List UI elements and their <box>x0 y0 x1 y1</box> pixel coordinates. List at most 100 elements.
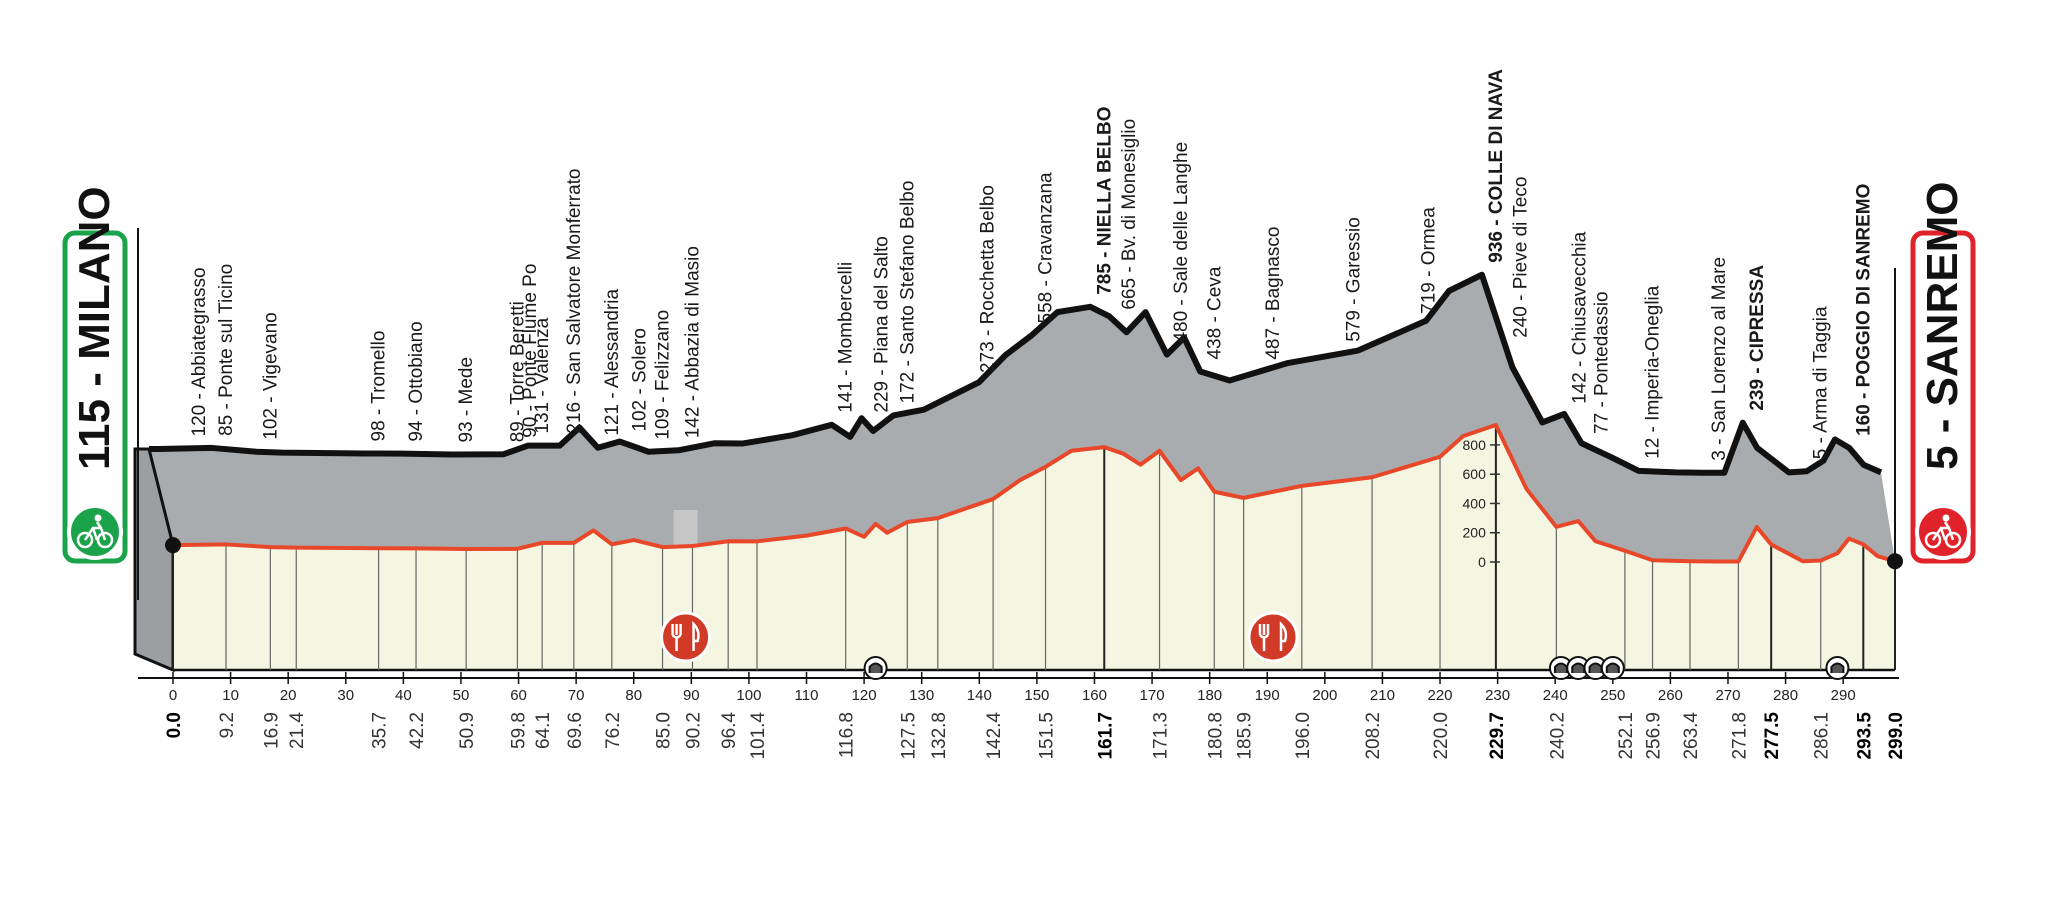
start-badge-frame <box>62 230 128 564</box>
km-tick-label: 110 <box>795 687 819 704</box>
place-label: 94 - Ottobiano <box>406 321 427 441</box>
km-tick-label: 40 <box>395 687 412 704</box>
start-badge-label: 115 - MILANO <box>70 186 119 470</box>
cyclist-wheel-front <box>96 531 114 549</box>
distance-label: 0.0 <box>164 712 185 738</box>
start-badge-cyclist-icon <box>67 504 123 560</box>
tunnel-glyph <box>1588 662 1603 673</box>
place-label: 93 - Mede <box>456 357 477 443</box>
cyclist-wheel-front <box>1944 531 1962 549</box>
profile-line <box>165 423 1903 570</box>
profile-area <box>137 228 1896 672</box>
place-label: 89 - Torre Beretti <box>507 301 528 442</box>
cyclist-head <box>94 514 102 522</box>
distance-label: 69.6 <box>565 712 586 749</box>
place-label: 936 - COLLE DI NAVA <box>1486 69 1507 263</box>
tunnel-glyph <box>868 662 883 673</box>
distance-label: 286.1 <box>1812 712 1833 760</box>
place-label: 12 - Imperia-Oneglia <box>1643 285 1664 459</box>
distance-label: 229.7 <box>1487 712 1508 760</box>
place-label: 98 - Tromello <box>369 331 390 442</box>
start-badge: 115 - MILANO <box>62 186 128 564</box>
cyclist-frame <box>83 521 107 541</box>
finish-badge-cyclist-icon <box>1915 504 1971 560</box>
finish-badge-frame <box>1910 230 1976 564</box>
km-tick-label: 50 <box>453 687 470 704</box>
place-label: 719 - Ormea <box>1419 207 1440 314</box>
place-label: 3 - San Lorenzo al Mare <box>1709 257 1730 461</box>
distance-label: 277.5 <box>1762 712 1783 760</box>
place-label: 172 - Santo Stefano Belbo <box>897 181 918 404</box>
place-label: 77 - Pontedassio <box>1591 291 1612 434</box>
distance-label: 35.7 <box>370 712 391 749</box>
place-label: 131 - Valenza <box>532 317 553 433</box>
cyclist-head <box>1942 514 1950 522</box>
km-tick-label: 260 <box>1658 687 1683 704</box>
km-tick-label: 100 <box>736 687 761 704</box>
place-label: 120 - Abbiategrasso <box>189 267 210 436</box>
place-label: 273 - Rocchetta Belbo <box>977 185 998 373</box>
distance-label: 271.8 <box>1729 712 1750 760</box>
km-tick-label: 270 <box>1715 687 1740 704</box>
place-label: 102 - Vigevano <box>260 312 281 439</box>
km-tick-label: 0 <box>169 687 177 704</box>
place-label: 5 - Arma di Taggia <box>1811 306 1832 459</box>
km-tick-label: 180 <box>1197 687 1222 704</box>
start-dot <box>165 537 181 554</box>
distance-label: 142.4 <box>984 712 1005 760</box>
fork-glyph <box>671 624 682 651</box>
map-icons <box>660 611 1850 680</box>
cyclist-wheel-rear <box>1924 531 1942 549</box>
distance-label: 171.3 <box>1151 712 1172 760</box>
km-tick-label: 60 <box>510 687 527 704</box>
place-label: 121 - Alessandria <box>602 288 623 435</box>
place-label: 216 - San Salvatore Monferrato <box>564 169 585 434</box>
profile-3d-shading <box>133 271 1895 673</box>
place-label: 558 - Cravanzana <box>1036 172 1057 323</box>
km-tick-label: 30 <box>337 687 354 704</box>
tunnel-icon <box>1825 656 1850 680</box>
distance-label: 42.2 <box>407 712 428 749</box>
distance-label: 240.2 <box>1547 712 1568 760</box>
distance-label: 220.0 <box>1431 712 1452 760</box>
distance-label: 161.7 <box>1095 712 1116 760</box>
place-label: 142 - Abbazia di Masio <box>682 246 703 438</box>
distance-label: 208.2 <box>1363 712 1384 760</box>
km-tick-label: 200 <box>1312 687 1337 704</box>
place-label: 785 - NIELLA BELBO <box>1094 107 1115 295</box>
tunnel-glyph <box>1605 662 1620 673</box>
profile-left-wall <box>133 447 175 673</box>
km-tick-label: 190 <box>1255 687 1280 704</box>
tunnel-glyph <box>1571 662 1586 673</box>
km-tick-label: 250 <box>1600 687 1625 704</box>
altitude-scale: 0 200 400 600 800 <box>1463 437 1500 570</box>
tunnel-glyph <box>1553 662 1568 673</box>
km-tick-label: 150 <box>1024 687 1049 704</box>
distance-label: 256.9 <box>1644 712 1665 760</box>
km-tick-label: 290 <box>1831 687 1856 704</box>
distance-label: 59.8 <box>508 712 529 749</box>
distance-label: 180.8 <box>1205 712 1226 760</box>
start-finish-badges: 115 - MILANO 5 - SANREMO <box>62 182 1976 564</box>
fork-glyph <box>1258 624 1270 651</box>
feed-zone-icon <box>660 611 712 663</box>
finish-dot <box>1887 553 1903 570</box>
altitude-tick-label: 600 <box>1463 466 1487 482</box>
distance-label: 96.4 <box>719 712 740 749</box>
km-tick-label: 210 <box>1370 687 1395 704</box>
km-tick-label: 220 <box>1428 687 1453 704</box>
distance-label: 16.9 <box>261 712 282 749</box>
km-tick-label: 120 <box>852 687 877 704</box>
place-label: 102 - Solero <box>629 328 650 432</box>
km-tick-label: 160 <box>1082 687 1107 704</box>
tunnel-icon <box>863 656 888 680</box>
cyclist-frame <box>1931 521 1955 541</box>
altitude-tick-label: 400 <box>1463 495 1487 511</box>
km-tick-label: 130 <box>909 687 934 704</box>
distance-label: 76.2 <box>603 712 624 749</box>
place-label: 438 - Ceva <box>1204 266 1225 359</box>
distance-gridlines <box>172 425 1896 670</box>
profile-shading <box>135 274 1895 654</box>
distance-label: 116.8 <box>837 712 858 758</box>
